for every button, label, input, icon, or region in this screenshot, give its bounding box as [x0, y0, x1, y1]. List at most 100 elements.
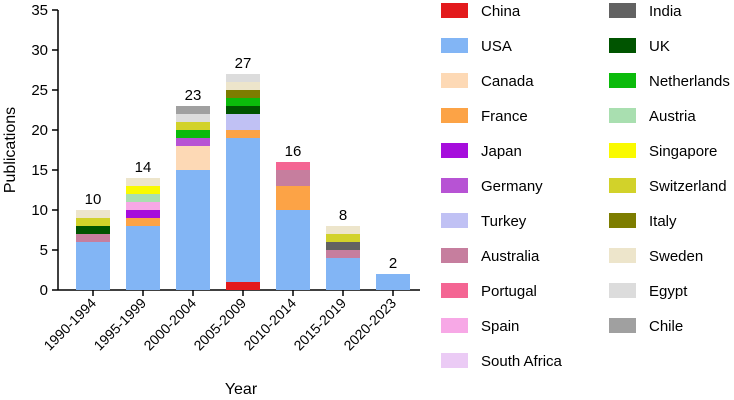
- legend-swatch: [609, 38, 636, 53]
- plot-area: 0 5 10 15 20 25 30 35 10 1990-1994 14 1995-1999 23 20…: [31, 2, 420, 353]
- legend-swatch: [441, 353, 468, 368]
- legend-label: Netherlands: [649, 73, 730, 90]
- x-tick-label: 2020-2023: [340, 295, 399, 354]
- legend-label: Australia: [481, 248, 540, 265]
- bar-total-label: 16: [285, 143, 302, 160]
- x-tick-label: 2010-2014: [240, 295, 299, 354]
- legend-swatch: [609, 178, 636, 193]
- legend-item: USA: [441, 38, 512, 55]
- bar-total-label: 8: [339, 207, 347, 224]
- legend-item: Netherlands: [609, 73, 730, 90]
- legend: China USA Canada France Japan Germany Turkey Au…: [441, 3, 730, 370]
- bar-segment-australia: [326, 250, 360, 258]
- legend-item: Sweden: [609, 248, 703, 265]
- bar-total-label: 10: [85, 191, 102, 208]
- bar-segment-uk: [226, 106, 260, 114]
- legend-label: Switzerland: [649, 178, 727, 195]
- x-tick-label: 1995-1999: [90, 295, 149, 354]
- legend-item: Portugal: [441, 283, 537, 300]
- legend-swatch: [609, 283, 636, 298]
- legend-label: Japan: [481, 143, 522, 160]
- bar-segment-india: [326, 242, 360, 250]
- x-tick-label: 2015-2019: [290, 295, 349, 354]
- legend-swatch: [441, 143, 468, 158]
- legend-label: Italy: [649, 213, 677, 230]
- bar-segment-switzerland: [326, 234, 360, 242]
- bar-segment-france: [276, 186, 310, 210]
- bar-segment-egypt: [226, 74, 260, 82]
- x-tick-label: 2005-2009: [190, 295, 249, 354]
- legend-item: Switzerland: [609, 178, 727, 195]
- legend-label: Turkey: [481, 213, 527, 230]
- bar-segment-australia: [76, 234, 110, 242]
- legend-label: India: [649, 3, 682, 20]
- bar-segment-canada: [176, 146, 210, 170]
- legend-label: Canada: [481, 73, 534, 90]
- legend-swatch: [441, 178, 468, 193]
- legend-label: China: [481, 3, 521, 20]
- legend-swatch: [609, 248, 636, 263]
- y-tick-label: 35: [31, 2, 48, 19]
- bar-segment-spain: [126, 202, 160, 210]
- bar-segment-netherlands: [226, 98, 260, 106]
- bar-segment-usa: [76, 242, 110, 290]
- legend-item: India: [609, 3, 682, 20]
- bar-total-label: 23: [185, 87, 202, 104]
- y-tick-label: 30: [31, 42, 48, 59]
- y-tick-label: 0: [40, 282, 48, 299]
- legend-swatch: [609, 213, 636, 228]
- bar-segment-portugal: [276, 162, 310, 170]
- bar-segment-usa: [276, 210, 310, 290]
- bar-segment-netherlands: [176, 130, 210, 138]
- bar-segment-austria: [126, 194, 160, 202]
- bar-segment-france: [226, 130, 260, 138]
- legend-item: Spain: [441, 318, 519, 335]
- legend-swatch: [441, 3, 468, 18]
- bar-segment-turkey: [226, 114, 260, 130]
- y-tick-label: 10: [31, 202, 48, 219]
- bar-segment-australia: [276, 170, 310, 186]
- bar-segment-switzerland: [176, 122, 210, 130]
- legend-label: Egypt: [649, 283, 688, 300]
- legend-label: Chile: [649, 318, 683, 335]
- legend-label: Spain: [481, 318, 519, 335]
- legend-item: Japan: [441, 143, 522, 160]
- bar-segment-switzerland: [76, 218, 110, 226]
- legend-item: France: [441, 108, 528, 125]
- bar-segment-france: [126, 218, 160, 226]
- legend-label: UK: [649, 38, 670, 55]
- bar-segment-usa: [376, 274, 410, 290]
- legend-label: Germany: [481, 178, 543, 195]
- legend-item: Austria: [609, 108, 696, 125]
- legend-label: Austria: [649, 108, 696, 125]
- bar-total-label: 14: [135, 159, 152, 176]
- legend-item: Italy: [609, 213, 677, 230]
- legend-item: Germany: [441, 178, 543, 195]
- bar-segment-germany: [176, 138, 210, 146]
- bar-segment-chile: [176, 106, 210, 114]
- legend-item: Egypt: [609, 283, 688, 300]
- y-axis-label: Publications: [2, 107, 19, 193]
- y-tick-label: 5: [40, 242, 48, 259]
- bar-segment-uk: [76, 226, 110, 234]
- legend-item: Australia: [441, 248, 540, 265]
- y-tick-label: 25: [31, 82, 48, 99]
- legend-label: USA: [481, 38, 512, 55]
- bar-segment-sweden: [126, 178, 160, 186]
- legend-item: Canada: [441, 73, 534, 90]
- y-tick-label: 15: [31, 162, 48, 179]
- bar-segment-italy: [226, 90, 260, 98]
- bar-segment-egypt: [176, 114, 210, 122]
- bar-segment-sweden: [326, 226, 360, 234]
- legend-item: Chile: [609, 318, 683, 335]
- legend-swatch: [441, 213, 468, 228]
- y-tick-label: 20: [31, 122, 48, 139]
- legend-swatch: [441, 73, 468, 88]
- legend-swatch: [441, 283, 468, 298]
- legend-label: Sweden: [649, 248, 703, 265]
- legend-item: Singapore: [609, 143, 717, 160]
- legend-item: UK: [609, 38, 670, 55]
- legend-item: South Africa: [441, 353, 563, 370]
- legend-swatch: [609, 73, 636, 88]
